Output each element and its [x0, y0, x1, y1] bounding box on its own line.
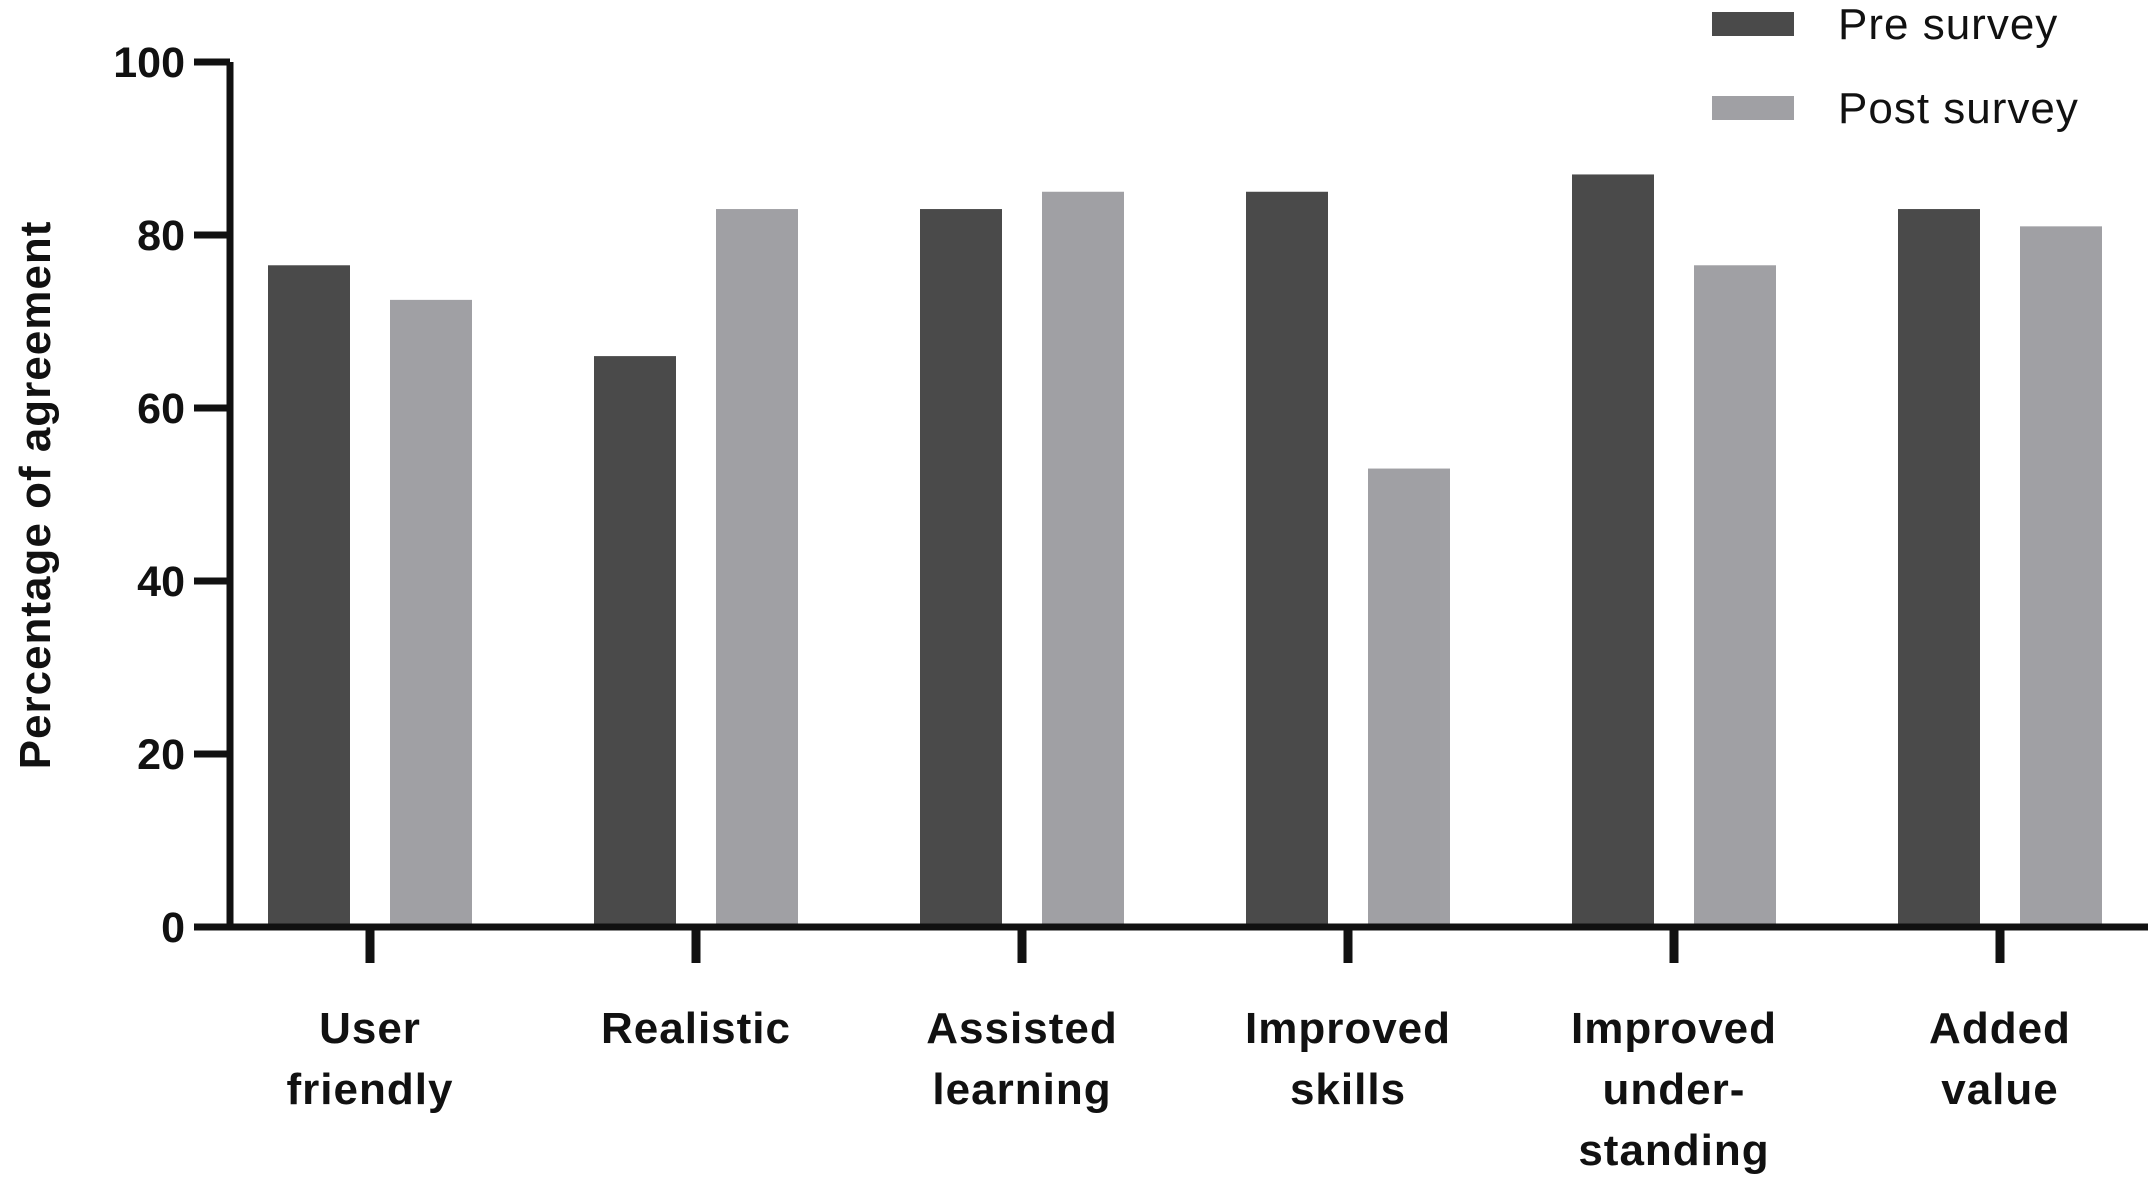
bar-post-5 — [2020, 226, 2102, 928]
bar-post-4 — [1694, 265, 1776, 927]
y-tick-label: 80 — [137, 212, 185, 260]
y-axis: 0 20 40 60 80 100 — [113, 39, 234, 952]
legend-swatch-post — [1712, 96, 1794, 120]
bar-post-1 — [716, 209, 798, 928]
bar-pre-5 — [1898, 209, 1980, 928]
bars-group — [268, 174, 2102, 928]
bar-post-3 — [1368, 468, 1450, 927]
y-tick-label: 60 — [137, 385, 185, 433]
y-tick-label: 20 — [137, 731, 185, 779]
x-category-label: Assisted learning — [926, 1004, 1117, 1114]
legend-label-pre: Pre survey — [1838, 0, 2058, 49]
legend: Pre survey Post survey — [1712, 0, 2079, 133]
y-tick-label: 100 — [113, 39, 185, 87]
legend-swatch-pre — [1712, 12, 1794, 36]
x-category-label: Improved under-standing — [1571, 1004, 1777, 1175]
bar-pre-1 — [594, 356, 676, 928]
x-category-label: User friendly — [287, 1004, 454, 1114]
bar-pre-0 — [268, 265, 350, 927]
x-category-label: Improved skills — [1245, 1004, 1451, 1114]
bar-post-2 — [1042, 191, 1124, 927]
y-axis-title: Percentage of agreement — [11, 221, 60, 770]
x-axis: User friendly Realistic Assisted learning Imp… — [227, 923, 2148, 1175]
x-category-label: Realistic — [601, 1004, 791, 1053]
y-tick-label: 40 — [137, 558, 185, 606]
bar-pre-2 — [920, 209, 1002, 928]
bar-pre-3 — [1246, 191, 1328, 927]
y-tick-label: 0 — [161, 904, 185, 952]
bar-post-0 — [390, 299, 472, 927]
legend-label-post: Post survey — [1838, 84, 2079, 133]
x-category-label: Added value — [1929, 1004, 2071, 1114]
bar-pre-4 — [1572, 174, 1654, 927]
